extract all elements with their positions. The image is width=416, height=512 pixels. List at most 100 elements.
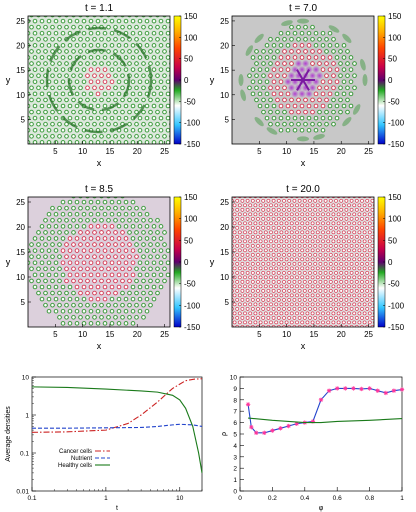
heatmap-cell [95, 248, 101, 254]
heatmap-cell [367, 311, 372, 316]
heatmap-cell [264, 54, 270, 61]
heatmap-cell [46, 6, 51, 11]
heatmap-cell [84, 290, 91, 296]
heatmap-cell [372, 257, 374, 262]
heatmap-cell [264, 67, 270, 73]
heatmap-cell [359, 270, 365, 275]
heatmap-cell [49, 73, 56, 79]
heatmap-cell [105, 242, 112, 248]
heatmap-cell [328, 225, 333, 230]
heatmap-cell [32, 127, 38, 133]
heatmap-cell [310, 320, 315, 325]
heatmap-cell [292, 115, 298, 121]
heatmap-cell [46, 260, 52, 266]
heatmap-cell [320, 230, 326, 235]
y-tick-label: 8 [233, 397, 237, 404]
heatmap-cell [35, 97, 42, 103]
heatmap-cell [320, 30, 326, 36]
y-tick-label: 5 [21, 115, 26, 124]
heatmap-streak [296, 79, 304, 91]
heatmap-cell [77, 73, 84, 79]
heatmap-cell [57, 16, 62, 18]
heatmap-cell [253, 221, 258, 226]
heatmap-cell [323, 288, 328, 293]
heatmap-cell [305, 275, 310, 280]
heatmap-cell [140, 133, 147, 139]
heatmap-cell [64, 16, 69, 18]
heatmap-cell [257, 79, 263, 85]
heatmap-cell [148, 146, 153, 151]
heatmap-cell [263, 239, 268, 244]
heatmap-cell [18, 128, 23, 133]
heatmap-cell [102, 79, 108, 85]
heatmap-cell [316, 109, 323, 115]
heatmap-cell [105, 205, 112, 211]
heatmap-cell [53, 127, 59, 133]
heatmap-cell [232, 252, 235, 257]
heatmap-cell [98, 205, 105, 211]
heatmap-cell [88, 284, 94, 290]
heatmap-cell [84, 73, 91, 79]
heatmap-cell [333, 288, 339, 293]
heatmap-cell [123, 308, 129, 314]
heatmap-cell [278, 79, 284, 85]
heatmap-cell [28, 36, 35, 42]
heatmap-cell [49, 85, 56, 91]
heatmap-cell [255, 261, 261, 266]
heatmap-cell [165, 139, 170, 144]
heatmap-cell [154, 229, 161, 235]
heatmap-cell [32, 18, 38, 24]
y-tick-label: 0 [233, 489, 237, 496]
heatmap-cell [253, 293, 258, 298]
heatmap-cell [279, 212, 284, 217]
heatmap-cell [348, 67, 354, 73]
heatmap-cell [315, 275, 320, 280]
heatmap-cell [123, 115, 129, 121]
heatmap-cell [77, 302, 84, 308]
heatmap-cell [67, 199, 73, 205]
heatmap-cell [346, 257, 352, 262]
heatmap-cell [144, 18, 150, 24]
heatmap-cell [98, 217, 105, 223]
colorbar-tick-label: 50 [388, 236, 397, 245]
heatmap-cell [287, 288, 292, 293]
heatmap-cell [137, 18, 143, 24]
heatmap-cell [70, 254, 77, 260]
heatmap-cell [313, 288, 318, 293]
heatmap-cell [126, 254, 133, 260]
heatmap-cell [284, 248, 289, 253]
heatmap-cell [91, 61, 98, 67]
heatmap-cell [225, 307, 229, 311]
heatmap-cell [74, 6, 79, 11]
heatmap-cell [372, 302, 374, 307]
heatmap-cell [298, 65, 306, 74]
heatmap-cell [309, 97, 316, 103]
heatmap-cell [232, 203, 237, 208]
heatmap-cell [326, 221, 331, 226]
heatmap-cell [333, 261, 339, 266]
heatmap-cell [240, 261, 245, 266]
heatmap-cell [88, 296, 94, 302]
heatmap-cell [237, 302, 242, 307]
heatmap-cell [289, 302, 294, 307]
heatmap-cell [313, 315, 318, 320]
heatmap-cell [326, 239, 331, 244]
heatmap-cell [32, 260, 38, 266]
heatmap-cell [70, 24, 77, 30]
heatmap-cell [284, 230, 289, 235]
heatmap-cell [123, 272, 129, 278]
heatmap-cell [112, 85, 119, 91]
heatmap-cell [341, 67, 347, 73]
heatmap-cell [354, 324, 359, 327]
heatmap-cell [77, 36, 84, 42]
heatmap-cell [32, 54, 38, 61]
heatmap-cell [81, 91, 87, 97]
heatmap-cell [237, 230, 242, 235]
heatmap-cell [362, 221, 367, 226]
heatmap-cell [292, 54, 298, 61]
heatmap-cell [261, 279, 266, 284]
heatmap-cell [309, 24, 316, 30]
heatmap-cell [349, 288, 354, 293]
heatmap-cell [308, 71, 317, 80]
heatmap-cell [281, 36, 288, 42]
